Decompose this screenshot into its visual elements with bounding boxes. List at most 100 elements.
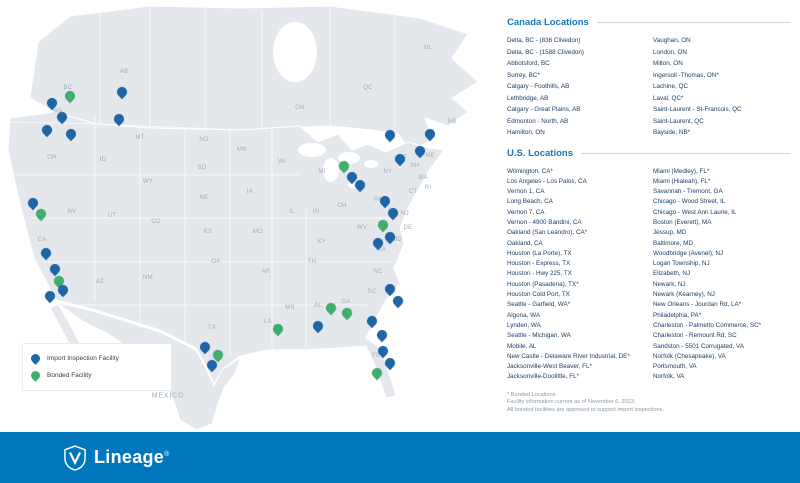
us-location-item: Lynden, WA — [507, 321, 541, 329]
region-label-mexico: MEXICO — [151, 392, 185, 400]
canada-location-item: Ingersoll -Thomas, ON* — [653, 71, 719, 79]
region-label-wy: WY — [142, 179, 154, 185]
us-location-item: Mobile, AL — [507, 342, 537, 350]
canada-locations-list: Delta, BC - (836 Clivedon) Delta, BC - (1… — [507, 35, 791, 139]
us-location-item: Seattle - Michigan, WA — [507, 332, 571, 340]
us-locations-column-2: Miami (Medley), FL* Miami (Hialeah), FL* S… — [653, 167, 791, 383]
region-label-on: ON — [295, 105, 305, 111]
region-label-mn: MN — [237, 147, 247, 153]
region-label-nj: NJ — [401, 211, 409, 217]
region-label-ri: RI — [424, 185, 432, 191]
legend-row-import: Import Inspection Facility — [29, 350, 163, 367]
us-location-item: Baltimore, MD — [653, 239, 693, 247]
canada-location-item: London, ON — [653, 48, 687, 56]
us-location-item: Logan Township, NJ — [653, 260, 710, 268]
us-location-item: Houston - Express, TX — [507, 260, 571, 268]
region-label-sc: SC — [367, 289, 377, 295]
region-label-ia: IA — [246, 189, 254, 195]
us-location-item: Savannah - Tremont, GA — [653, 188, 723, 196]
us-location-item: Vernon - 4900 Bandini, CA — [507, 218, 582, 226]
region-label-nh: NH — [410, 163, 420, 169]
us-locations-column-1: Wilmington, CA* Los Angeles - Los Palos, … — [507, 167, 653, 383]
us-location-item: Elizabeth, NJ — [653, 270, 691, 278]
map-legend: Import Inspection Facility Bonded Facili… — [22, 343, 172, 391]
canada-location-item: Abbotsford, BC — [507, 60, 550, 67]
canada-location-item: Delta, BC - (1588 Clivedon) — [507, 48, 584, 56]
lake-superior — [298, 143, 326, 157]
canada-location-item: Vaughan, ON — [653, 37, 691, 44]
region-label-wi: WI — [278, 159, 286, 165]
region-label-md: MD — [392, 237, 402, 243]
us-location-item: Long Beach, CA — [507, 198, 553, 206]
canada-location-item: Calgary - Great Plains, AB — [507, 106, 581, 113]
region-label-al: AL — [314, 303, 322, 309]
canada-location-item: Hamilton, ON — [507, 129, 545, 136]
region-label-wv: WV — [356, 225, 368, 231]
canada-locations-column-1: Delta, BC - (836 Clivedon) Delta, BC - (1… — [507, 35, 653, 139]
region-label-nb: NB — [447, 119, 457, 125]
region-label-az: AZ — [95, 279, 105, 285]
heading-rule — [596, 21, 791, 23]
region-label-ky: KY — [317, 239, 327, 245]
us-location-item: Norfolk, VA — [653, 373, 685, 381]
region-label-pa: PA — [373, 197, 383, 203]
us-location-item: Newark (Kearney), NJ — [653, 291, 715, 299]
region-label-nc: NC — [373, 269, 383, 275]
lineage-logo: Lineage® — [64, 444, 170, 471]
hudson-bay — [273, 22, 317, 82]
region-label-nv: NV — [67, 209, 77, 215]
us-locations-list: Wilmington, CA* Los Angeles - Los Palos, … — [507, 167, 791, 383]
region-label-ny: NY — [383, 169, 393, 175]
region-label-or: OR — [47, 155, 57, 161]
landmass-svg — [7, 5, 479, 431]
us-location-item: Vernon 1, CA — [507, 188, 545, 196]
footnote: * Bonded Locations Facility information c… — [507, 392, 791, 415]
region-label-la: LA — [264, 319, 272, 325]
legend-import-label: Import Inspection Facility — [47, 355, 119, 362]
heading-rule — [580, 153, 791, 154]
canada-location-item: Surrey, BC* — [507, 71, 540, 79]
lake-ontario — [364, 160, 378, 168]
us-location-item: Charleston - Remount Rd, SC — [653, 332, 737, 340]
canada-location-item: Lethbridge, AB — [507, 94, 549, 102]
us-location-item: Los Angeles - Los Palos, CA — [507, 177, 587, 185]
region-label-ma: MA — [418, 175, 428, 181]
canada-location-item: Laval, QC* — [653, 94, 684, 102]
us-location-item: New Orleans - Jourdan Rd, LA* — [653, 301, 742, 309]
region-label-nl: NL — [423, 45, 433, 51]
bonded-pin-icon — [29, 369, 42, 382]
region-label-ct: CT — [408, 189, 418, 195]
canada-locations-column-2: Vaughan, ON London, ON Milton, ON Ingersoll… — [653, 35, 791, 139]
canada-location-item: Delta, BC - (836 Clivedon) — [507, 37, 581, 44]
us-location-item: Jacksonville-Doolittle, FL* — [507, 373, 580, 381]
us-location-item: Chicago - Wood Street, IL — [653, 198, 726, 206]
region-label-nd: ND — [199, 137, 209, 143]
state-borders — [9, 6, 398, 356]
region-label-sd: SD — [197, 165, 207, 171]
region-label-ks: KS — [203, 229, 213, 235]
canada-location-item: Calgary - Foothills, AB — [507, 83, 570, 90]
north-america-map: Import Inspection Facility Bonded Facili… — [7, 5, 479, 431]
footer-bar: Lineage® — [0, 432, 800, 483]
region-label-ms: MS — [285, 305, 295, 311]
canada-location-item: Milton, ON — [653, 60, 683, 67]
us-location-item: Houston Cold Port, TX — [507, 291, 570, 299]
region-label-ga: GA — [341, 299, 351, 305]
us-heading-row: U.S. Locations — [507, 148, 791, 160]
region-label-mo: MO — [252, 229, 264, 235]
region-label-ca: CA — [37, 237, 47, 243]
region-label-ne: NE — [199, 195, 209, 201]
region-label-tn: TN — [307, 259, 317, 265]
canada-location-item: Saint-Laurent, QC — [653, 117, 704, 125]
region-label-ar: AR — [261, 269, 271, 275]
brand-wordmark: Lineage® — [94, 447, 170, 467]
canada-locations-title: Canada Locations — [507, 16, 589, 28]
region-label-id: ID — [99, 157, 107, 163]
import-pin-icon — [29, 352, 42, 365]
us-location-item: Portsmouth, VA — [653, 363, 697, 371]
us-location-item: Philadelphia, PA* — [653, 311, 702, 319]
region-label-de: DE — [403, 225, 413, 231]
region-label-co: CO — [151, 219, 161, 225]
us-location-item: Norfolk (Chesapeake), VA — [653, 352, 726, 360]
